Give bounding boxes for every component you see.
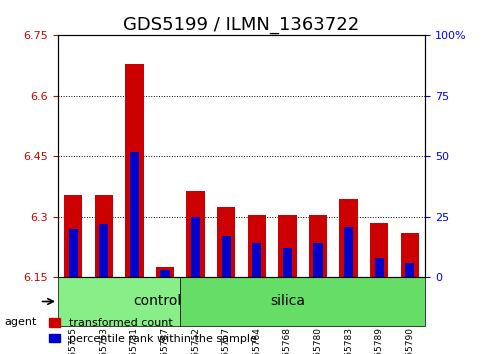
Bar <box>278 215 297 277</box>
Bar <box>95 195 113 277</box>
Bar <box>180 277 425 326</box>
Bar <box>222 236 231 277</box>
Bar <box>156 267 174 277</box>
Bar <box>370 223 388 277</box>
Bar <box>252 244 261 277</box>
Bar <box>283 248 292 277</box>
Bar <box>99 224 109 277</box>
Bar <box>340 199 358 277</box>
Bar <box>217 207 235 277</box>
Bar <box>186 190 205 277</box>
Legend: transformed count, percentile rank within the sample: transformed count, percentile rank withi… <box>44 314 261 348</box>
Text: agent: agent <box>5 317 37 327</box>
Bar <box>69 229 78 277</box>
Text: control: control <box>133 295 182 308</box>
Bar <box>160 270 170 277</box>
Bar <box>344 227 353 277</box>
Bar <box>58 277 180 326</box>
Bar <box>248 215 266 277</box>
Bar <box>130 152 139 277</box>
Bar <box>405 263 414 277</box>
Title: GDS5199 / ILMN_1363722: GDS5199 / ILMN_1363722 <box>123 16 360 34</box>
Bar <box>191 217 200 277</box>
Bar <box>400 233 419 277</box>
Bar <box>375 258 384 277</box>
Bar <box>64 195 83 277</box>
Text: silica: silica <box>270 295 305 308</box>
Bar <box>309 215 327 277</box>
Bar <box>313 244 323 277</box>
Bar <box>125 64 143 277</box>
